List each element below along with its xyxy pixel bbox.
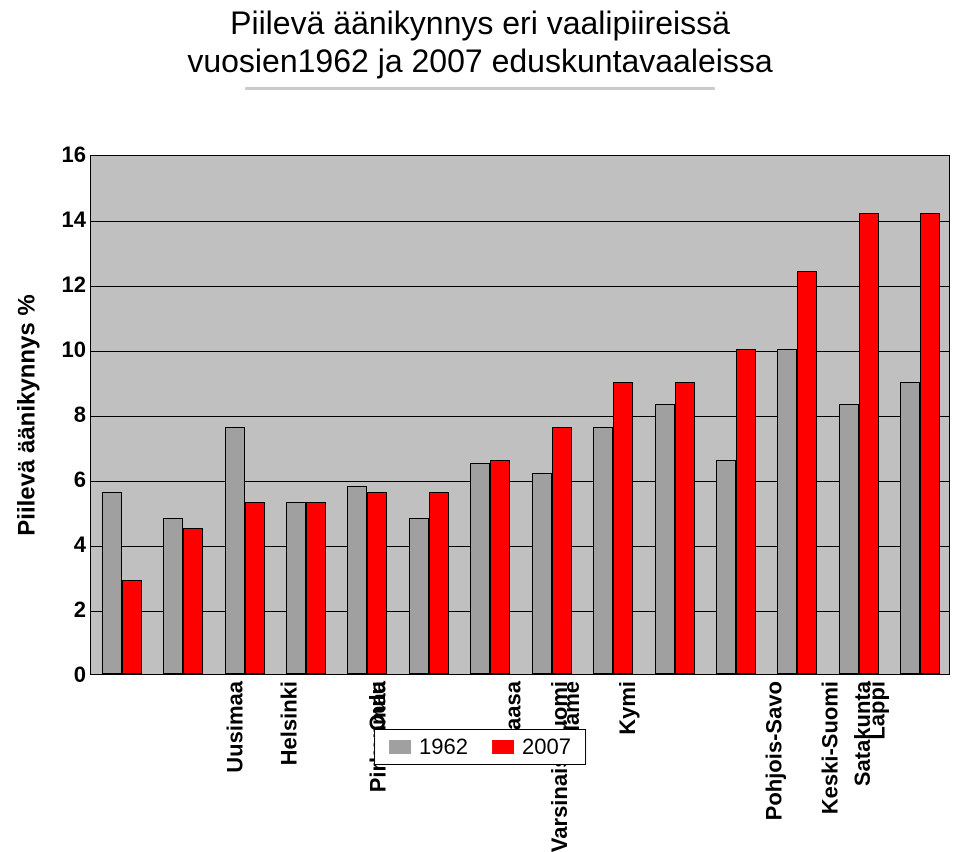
chart-title-line1: Piilevä äänikynnys eri vaalipiireissä — [0, 4, 960, 42]
y-tick-label: 12 — [42, 272, 86, 298]
bar — [245, 502, 265, 674]
bar — [716, 460, 736, 675]
chart-legend: 1962 2007 — [374, 729, 586, 765]
bar — [859, 213, 879, 675]
x-tick-label: Pohjois-Savo — [762, 681, 788, 820]
y-tick-label: 8 — [42, 402, 86, 428]
bar — [306, 502, 326, 674]
x-tick-label: Uusimaa — [222, 681, 248, 773]
bar — [225, 427, 245, 674]
bar — [163, 518, 183, 674]
y-tick-label: 4 — [42, 532, 86, 558]
y-tick-label: 0 — [42, 662, 86, 688]
x-tick-label: Lappi — [865, 681, 891, 740]
legend-swatch — [389, 740, 411, 754]
bar — [675, 382, 695, 675]
x-tick-label: Kymi — [615, 681, 641, 735]
legend-label: 2007 — [522, 734, 571, 760]
bar — [736, 349, 756, 674]
bar-group — [163, 518, 203, 674]
bar — [593, 427, 613, 674]
legend-item: 1962 — [389, 734, 468, 760]
bar — [777, 349, 797, 674]
bar-group — [593, 382, 633, 675]
y-axis-label: Piilevä äänikynnys % — [10, 155, 46, 675]
bar-group — [286, 502, 326, 674]
y-axis-ticks: 0246810121416 — [46, 155, 90, 675]
bar-group — [409, 492, 449, 674]
y-axis-label-text: Piilevä äänikynnys % — [14, 294, 42, 535]
bar — [409, 518, 429, 674]
bar — [532, 473, 552, 675]
bar-group — [532, 427, 572, 674]
legend-label: 1962 — [419, 734, 468, 760]
legend-swatch — [492, 740, 514, 754]
y-tick-label: 2 — [42, 597, 86, 623]
bar — [102, 492, 122, 674]
bar-group — [102, 492, 142, 674]
bar — [920, 213, 940, 675]
y-tick-label: 6 — [42, 467, 86, 493]
bar — [490, 460, 510, 675]
bar-group — [839, 213, 879, 675]
legend-item: 2007 — [492, 734, 571, 760]
bar — [900, 382, 920, 675]
bar-group — [347, 486, 387, 675]
bar-group — [716, 349, 756, 674]
bar-group — [900, 213, 940, 675]
bar — [347, 486, 367, 675]
bar — [797, 271, 817, 674]
y-tick-label: 10 — [42, 337, 86, 363]
bar — [552, 427, 572, 674]
bar-group — [470, 460, 510, 675]
title-underline — [245, 87, 715, 90]
bar — [367, 492, 387, 674]
bar-group — [225, 427, 265, 674]
x-tick-label: Keski-Suomi — [817, 681, 843, 814]
bar — [470, 463, 490, 674]
bar — [122, 580, 142, 674]
chart-container: Piilevä äänikynnys % 0246810121416 Uusim… — [10, 155, 950, 675]
x-tick-label: Helsinki — [277, 681, 303, 765]
bar — [183, 528, 203, 674]
bar — [429, 492, 449, 674]
bar — [839, 404, 859, 674]
bar — [613, 382, 633, 675]
y-tick-label: 16 — [42, 142, 86, 168]
bar — [655, 404, 675, 674]
y-tick-label: 14 — [42, 207, 86, 233]
bar-group — [777, 271, 817, 674]
bar — [286, 502, 306, 674]
x-tick-label: Oulu — [365, 681, 391, 731]
bar-group — [655, 382, 695, 675]
chart-title-line2: vuosien1962 ja 2007 eduskuntavaaleissa — [0, 42, 960, 80]
bars-container — [91, 156, 949, 674]
plot-area — [90, 155, 950, 675]
